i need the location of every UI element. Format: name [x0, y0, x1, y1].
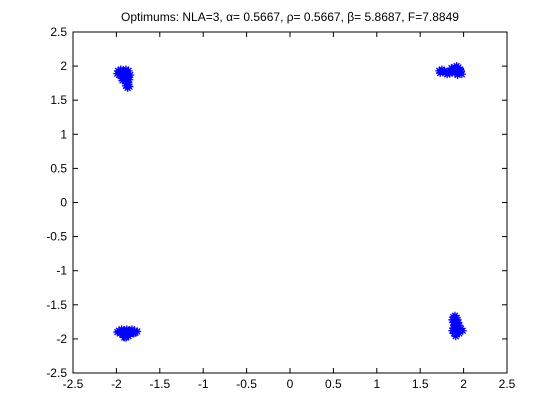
data-point [128, 325, 137, 334]
data-point [121, 331, 130, 340]
data-point [124, 66, 133, 75]
data-point [120, 333, 129, 342]
data-point [117, 325, 126, 334]
data-point [448, 68, 457, 77]
data-point [115, 329, 124, 338]
x-tick-label: -2 [111, 377, 122, 391]
data-point [125, 82, 134, 91]
y-tick-label: -2 [56, 332, 67, 346]
data-point [126, 70, 135, 79]
x-tick-label: 0.5 [325, 377, 342, 391]
data-point [116, 65, 125, 74]
plot-area [73, 32, 507, 373]
x-tick-label: -1.5 [149, 377, 170, 391]
data-point [119, 328, 128, 337]
axes-box [72, 31, 508, 374]
x-tick-label: 1 [373, 377, 380, 391]
data-point [123, 69, 132, 78]
data-point [118, 330, 127, 339]
data-point [124, 332, 133, 341]
data-point [453, 326, 462, 335]
data-point [436, 68, 445, 77]
data-point [125, 326, 134, 335]
data-point [435, 66, 444, 75]
x-tick-label: 2.5 [499, 377, 516, 391]
data-point [448, 326, 457, 335]
data-points [113, 62, 467, 342]
chart-title: Optimums: NLA=3, α= 0.5667, ρ= 0.5667, β… [121, 10, 459, 24]
data-point [121, 65, 130, 74]
data-point [458, 326, 467, 335]
y-tick-label: -1 [56, 264, 67, 278]
y-tick-label: 0 [60, 196, 67, 210]
data-point [120, 70, 129, 79]
data-point [131, 328, 140, 337]
data-point [129, 329, 138, 338]
y-tick-label: -2.5 [46, 366, 67, 380]
x-tick-label: -0.5 [236, 377, 257, 391]
y-tick-label: 1 [60, 127, 67, 141]
data-point [447, 64, 456, 73]
y-tick-label: 1.5 [50, 93, 67, 107]
data-point [457, 70, 466, 79]
data-point [450, 327, 459, 336]
data-point [115, 70, 124, 79]
y-tick-label: -0.5 [46, 230, 67, 244]
data-point [456, 66, 465, 75]
x-tick-label: -2.5 [63, 377, 84, 391]
x-tick-label: 1.5 [412, 377, 429, 391]
data-point [130, 326, 139, 335]
point-cluster [435, 62, 466, 79]
data-point [453, 315, 462, 324]
data-point [113, 328, 122, 337]
data-point [449, 323, 458, 332]
x-tick-labels: -2.5 -2 -1.5 -1 -0.5 0 0.5 1 1.5 2 2.5 [63, 377, 516, 391]
data-point [443, 70, 452, 79]
data-point [454, 318, 463, 327]
y-tick-label: 2 [60, 59, 67, 73]
data-point [455, 329, 464, 338]
data-point [450, 329, 459, 338]
x-tick-label: -1 [198, 377, 209, 391]
x-tick-label: 2 [460, 377, 467, 391]
data-point [445, 69, 454, 78]
data-point [452, 313, 461, 322]
data-point [450, 64, 459, 73]
x-tick-label: 0 [287, 377, 294, 391]
point-cluster [113, 65, 135, 92]
y-tick-labels: -2.5 -2 -1.5 -1 -0.5 0 0.5 1 1.5 2 2.5 [46, 25, 67, 380]
data-point [452, 330, 461, 339]
data-point [125, 75, 134, 84]
data-point [124, 80, 133, 89]
data-point [122, 325, 131, 334]
data-point [437, 65, 446, 74]
data-point [121, 68, 130, 77]
y-tick-label: -1.5 [46, 298, 67, 312]
y-tick-label: 2.5 [50, 25, 67, 39]
data-point [448, 315, 457, 324]
point-cluster [448, 311, 467, 341]
data-point [450, 321, 459, 330]
data-point [438, 68, 447, 77]
data-point [453, 70, 462, 79]
data-point [455, 321, 464, 330]
y-tick-label: 0.5 [50, 161, 67, 175]
data-point [451, 332, 460, 341]
data-point [120, 326, 129, 335]
point-cluster [113, 325, 142, 342]
data-point [118, 76, 127, 85]
data-point [456, 326, 465, 335]
data-point [449, 318, 458, 327]
